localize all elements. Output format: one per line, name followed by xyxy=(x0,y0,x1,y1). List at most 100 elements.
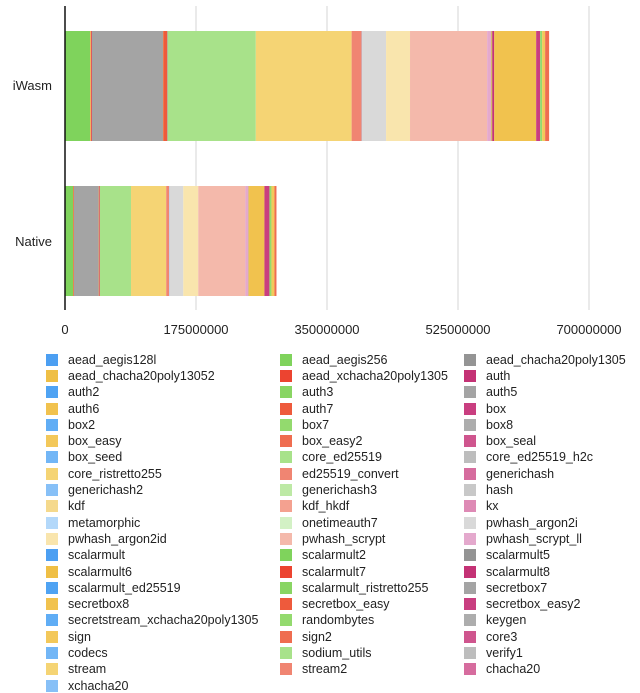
legend-item[interactable]: stream2 xyxy=(280,662,464,677)
legend-item[interactable]: scalarmult2 xyxy=(280,548,464,563)
legend-item[interactable]: pwhash_argon2id xyxy=(46,531,280,546)
legend-item[interactable]: sodium_utils xyxy=(280,645,464,660)
legend-item[interactable]: core_ed25519 xyxy=(280,450,464,465)
legend-swatch xyxy=(280,484,292,497)
category-label: iWasm xyxy=(13,78,52,93)
legend-item[interactable]: auth5 xyxy=(464,385,640,400)
legend-item[interactable]: box xyxy=(464,401,640,416)
legend-label: sign xyxy=(68,629,91,644)
legend-item[interactable]: auth6 xyxy=(46,401,280,416)
legend-swatch xyxy=(280,598,292,611)
legend-item[interactable]: scalarmult6 xyxy=(46,564,280,579)
legend-item[interactable]: scalarmult xyxy=(46,548,280,563)
legend-label: sign2 xyxy=(302,629,332,644)
legend-item[interactable]: onetimeauth7 xyxy=(280,515,464,530)
legend-label: scalarmult7 xyxy=(302,564,366,579)
legend-label: verify1 xyxy=(486,645,523,660)
legend-item[interactable]: aead_chacha20poly13052 xyxy=(46,368,280,383)
legend-item[interactable]: box_easy2 xyxy=(280,433,464,448)
legend-item[interactable]: kdf_hkdf xyxy=(280,499,464,514)
x-tick-label: 350000000 xyxy=(294,322,359,337)
legend-item[interactable]: aead_chacha20poly1305 xyxy=(464,352,640,367)
legend-item[interactable]: box2 xyxy=(46,417,280,432)
x-tick-label: 700000000 xyxy=(556,322,621,337)
legend-item[interactable]: secretbox8 xyxy=(46,596,280,611)
legend-item[interactable]: box_easy xyxy=(46,433,280,448)
legend-item[interactable]: randombytes xyxy=(280,613,464,628)
legend-item[interactable]: box_seal xyxy=(464,433,640,448)
legend-swatch xyxy=(464,484,476,497)
legend-item[interactable]: generichash xyxy=(464,466,640,481)
legend-item[interactable]: secretstream_xchacha20poly1305 xyxy=(46,613,280,628)
legend-item[interactable]: box8 xyxy=(464,417,640,432)
legend-item[interactable]: generichash2 xyxy=(46,482,280,497)
bar-segment-pwhash_scrypt_ll-iwasm xyxy=(487,31,492,141)
bar-segment-aead_xchacha20poly1305-native xyxy=(73,186,74,296)
bar-segment-sign-iwasm xyxy=(542,31,546,141)
legend-item[interactable]: generichash3 xyxy=(280,482,464,497)
legend-item[interactable]: aead_xchacha20poly1305 xyxy=(280,368,464,383)
legend-swatch xyxy=(46,663,58,676)
legend-label: xchacha20 xyxy=(68,678,129,693)
legend-item[interactable]: secretbox_easy xyxy=(280,596,464,611)
legend-item[interactable]: auth3 xyxy=(280,385,464,400)
legend-swatch xyxy=(464,549,476,562)
legend-item[interactable]: scalarmult5 xyxy=(464,548,640,563)
legend-item[interactable]: box_seed xyxy=(46,450,280,465)
legend-item[interactable]: kx xyxy=(464,499,640,514)
legend-item[interactable]: xchacha20 xyxy=(46,678,280,693)
legend-item[interactable]: auth2 xyxy=(46,385,280,400)
legend-swatch xyxy=(46,614,58,627)
legend-item[interactable]: core_ristretto255 xyxy=(46,466,280,481)
legend-item[interactable]: ed25519_convert xyxy=(280,466,464,481)
legend-swatch xyxy=(464,435,476,448)
bar-segment-scalarmult8-iwasm xyxy=(492,31,495,141)
legend-item[interactable]: pwhash_scrypt xyxy=(280,531,464,546)
legend-swatch xyxy=(464,353,476,366)
legend-item[interactable]: kdf xyxy=(46,499,280,514)
legend-item[interactable]: secretbox_easy2 xyxy=(464,596,640,611)
legend-label: scalarmult_ristretto255 xyxy=(302,580,429,595)
legend-label: box7 xyxy=(302,417,330,432)
legend-item[interactable]: keygen xyxy=(464,613,640,628)
legend-item[interactable]: pwhash_argon2i xyxy=(464,515,640,530)
legend-item[interactable]: scalarmult8 xyxy=(464,564,640,579)
legend-label: secretbox_easy xyxy=(302,597,390,612)
legend-item[interactable]: auth7 xyxy=(280,401,464,416)
legend-item[interactable]: pwhash_scrypt_ll xyxy=(464,531,640,546)
legend-item[interactable]: codecs xyxy=(46,645,280,660)
legend-item[interactable]: scalarmult_ed25519 xyxy=(46,580,280,595)
legend-swatch xyxy=(280,402,292,415)
legend-item[interactable]: hash xyxy=(464,482,640,497)
legend-swatch xyxy=(464,663,476,676)
bar-segment-generichash2-iwasm xyxy=(361,31,363,141)
legend-label: chacha20 xyxy=(486,662,541,677)
legend-item[interactable]: verify1 xyxy=(464,645,640,660)
legend-label: stream2 xyxy=(302,662,348,677)
legend-item[interactable]: box7 xyxy=(280,417,464,432)
legend-swatch xyxy=(464,532,476,545)
legend-swatch xyxy=(464,581,476,594)
legend-item[interactable]: sign xyxy=(46,629,280,644)
legend-label: scalarmult6 xyxy=(68,564,132,579)
legend-item[interactable]: auth xyxy=(464,368,640,383)
legend-item[interactable]: core_ed25519_h2c xyxy=(464,450,640,465)
legend-item[interactable]: aead_aegis128l xyxy=(46,352,280,367)
legend-item[interactable]: core3 xyxy=(464,629,640,644)
legend-item[interactable]: chacha20 xyxy=(464,662,640,677)
legend-item[interactable]: secretbox7 xyxy=(464,580,640,595)
bar-segment-secretbox8-iwasm xyxy=(494,31,537,141)
legend-item[interactable]: metamorphic xyxy=(46,515,280,530)
bar-segment-secretbox_easy2-iwasm xyxy=(536,31,541,141)
legend-item[interactable]: aead_aegis256 xyxy=(280,352,464,367)
bar-segment-core_ristretto255-iwasm xyxy=(255,31,352,141)
legend-label: aead_xchacha20poly1305 xyxy=(302,368,448,383)
legend-item[interactable]: stream xyxy=(46,662,280,677)
legend-swatch xyxy=(46,679,58,692)
legend-swatch xyxy=(464,614,476,627)
legend-item[interactable]: scalarmult7 xyxy=(280,564,464,579)
legend-swatch xyxy=(464,418,476,431)
category-labels: iWasm Native xyxy=(13,78,52,249)
legend-item[interactable]: scalarmult_ristretto255 xyxy=(280,580,464,595)
legend-item[interactable]: sign2 xyxy=(280,629,464,644)
